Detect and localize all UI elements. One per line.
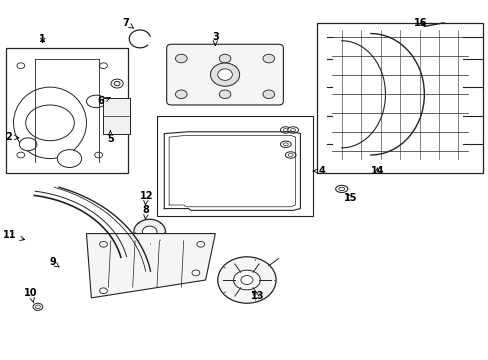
- Bar: [157, 116, 312, 216]
- Text: 11: 11: [3, 230, 24, 240]
- Ellipse shape: [114, 81, 120, 86]
- Bar: [103, 98, 130, 134]
- Circle shape: [100, 242, 107, 247]
- Circle shape: [219, 90, 230, 99]
- Text: 13: 13: [251, 291, 264, 301]
- Circle shape: [95, 152, 102, 158]
- Text: 9: 9: [49, 257, 59, 267]
- Ellipse shape: [111, 79, 123, 88]
- Text: 6: 6: [98, 96, 110, 107]
- Text: 7: 7: [122, 18, 134, 28]
- Ellipse shape: [285, 152, 295, 158]
- Ellipse shape: [233, 270, 260, 290]
- Polygon shape: [86, 234, 215, 298]
- Circle shape: [197, 242, 204, 247]
- Circle shape: [219, 54, 230, 63]
- Ellipse shape: [280, 127, 290, 133]
- Circle shape: [263, 54, 274, 63]
- Circle shape: [17, 152, 25, 158]
- Ellipse shape: [287, 127, 298, 133]
- Ellipse shape: [14, 87, 86, 158]
- Ellipse shape: [217, 69, 232, 80]
- Text: 1: 1: [39, 34, 46, 44]
- Circle shape: [35, 305, 40, 309]
- Circle shape: [175, 90, 187, 99]
- Ellipse shape: [217, 257, 276, 303]
- Text: 10: 10: [24, 288, 37, 303]
- Ellipse shape: [283, 129, 287, 131]
- Circle shape: [17, 63, 25, 68]
- Ellipse shape: [86, 95, 106, 108]
- Bar: [317, 23, 482, 173]
- Circle shape: [192, 270, 200, 276]
- Text: 3: 3: [211, 32, 218, 45]
- Ellipse shape: [338, 187, 344, 190]
- Bar: [6, 48, 127, 173]
- Circle shape: [26, 105, 74, 141]
- Text: 16: 16: [413, 18, 427, 28]
- Circle shape: [263, 90, 274, 99]
- Ellipse shape: [290, 129, 295, 131]
- Text: 5: 5: [107, 131, 113, 144]
- Text: 15: 15: [343, 193, 357, 203]
- Text: 2: 2: [5, 132, 19, 142]
- Circle shape: [100, 288, 107, 294]
- Circle shape: [57, 150, 81, 167]
- Text: 14: 14: [370, 166, 383, 176]
- Circle shape: [175, 54, 187, 63]
- Circle shape: [20, 138, 37, 151]
- Ellipse shape: [210, 63, 239, 86]
- Ellipse shape: [134, 219, 165, 244]
- Text: 8: 8: [142, 205, 149, 219]
- Text: 4: 4: [312, 166, 325, 176]
- Ellipse shape: [241, 275, 252, 284]
- Ellipse shape: [287, 154, 292, 157]
- FancyBboxPatch shape: [166, 44, 283, 105]
- Ellipse shape: [335, 185, 347, 193]
- Ellipse shape: [142, 226, 157, 238]
- Ellipse shape: [283, 143, 287, 146]
- Circle shape: [100, 63, 107, 68]
- Ellipse shape: [280, 141, 290, 148]
- Circle shape: [33, 303, 42, 310]
- Text: 12: 12: [139, 191, 153, 205]
